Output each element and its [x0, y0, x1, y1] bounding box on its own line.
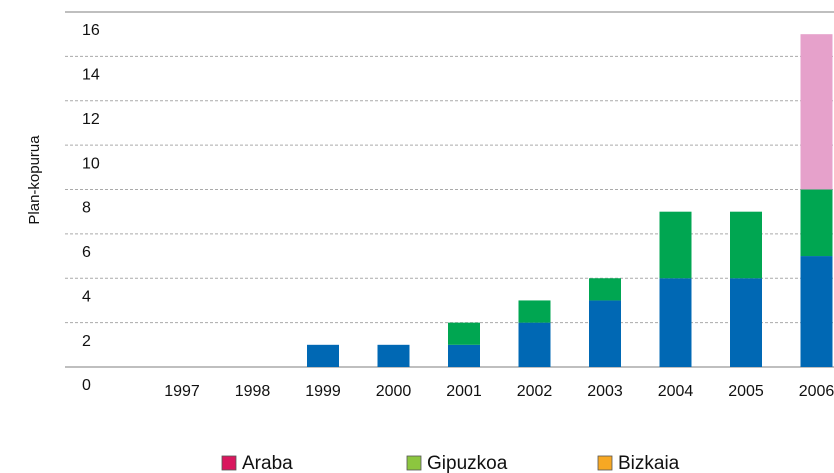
y-tick-label: 4 — [82, 288, 91, 305]
bar-segment — [518, 322, 551, 367]
bar-segment — [518, 300, 551, 323]
bar-segment — [800, 34, 833, 190]
x-tick-label: 1999 — [305, 383, 341, 400]
bar-segment — [800, 256, 833, 367]
bar-segment — [659, 278, 692, 367]
x-tick-label: 2004 — [658, 383, 694, 400]
bar-segment — [589, 300, 621, 367]
y-tick-label: 12 — [82, 111, 100, 128]
bar-segment — [448, 344, 480, 367]
bar-segment — [448, 322, 480, 345]
bar-segment — [377, 344, 410, 367]
bar-segment — [730, 211, 762, 279]
legend-label: Bizkaia — [618, 453, 680, 473]
x-tick-label: 2005 — [728, 383, 764, 400]
y-tick-label: 16 — [82, 22, 100, 39]
y-tick-label: 0 — [82, 377, 91, 394]
bar-segment — [589, 278, 621, 301]
bar-segment — [800, 189, 833, 257]
legend-label: Araba — [242, 453, 293, 473]
y-tick-label: 2 — [82, 333, 91, 350]
bar-segment — [730, 278, 762, 367]
y-tick-label: 14 — [82, 67, 100, 84]
x-tick-label: 2000 — [376, 383, 412, 400]
y-axis-title: Plan-kopurua — [26, 135, 43, 225]
x-tick-label: 2002 — [517, 383, 553, 400]
legend-swatch — [597, 455, 613, 471]
y-tick-label: 8 — [82, 200, 91, 217]
legend-swatch — [221, 455, 237, 471]
x-tick-label: 2003 — [587, 383, 623, 400]
y-tick-label: 10 — [82, 155, 100, 172]
legend-label: Gipuzkoa — [427, 453, 508, 473]
x-tick-label: 1998 — [235, 383, 271, 400]
legend-swatch — [406, 455, 422, 471]
x-tick-label: 2006 — [799, 383, 834, 400]
x-tick-label: 2001 — [446, 383, 482, 400]
bar-segment — [659, 211, 692, 279]
y-tick-label: 6 — [82, 244, 91, 261]
x-tick-label: 1997 — [164, 383, 200, 400]
bar-segment — [307, 344, 339, 367]
